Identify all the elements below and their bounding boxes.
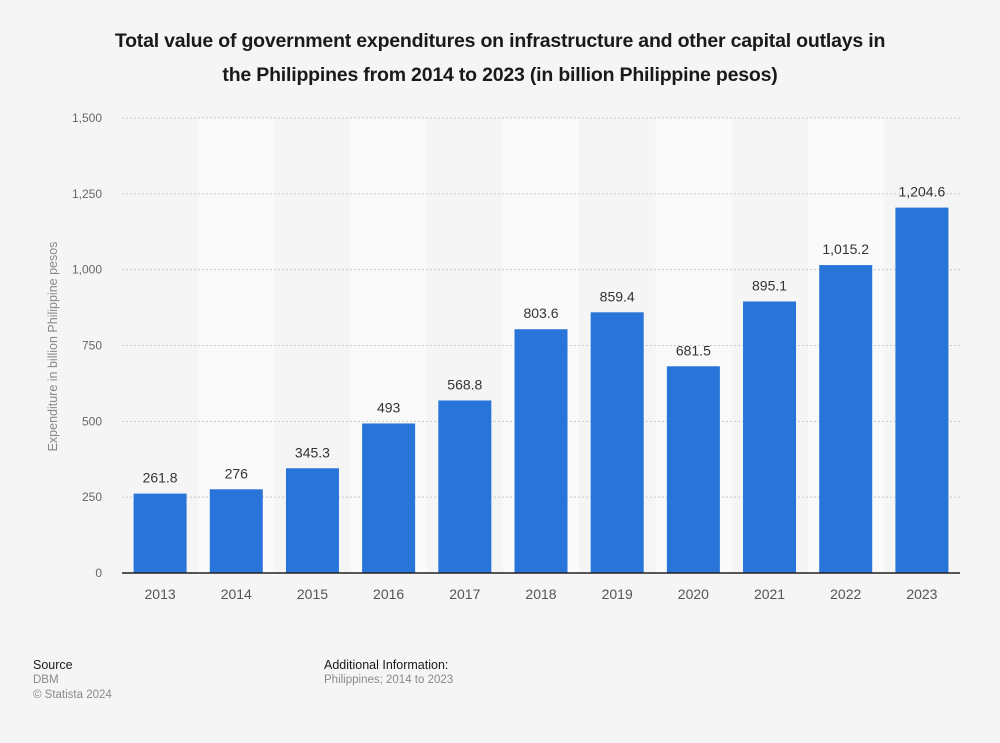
copyright-text: © Statista 2024: [33, 689, 112, 701]
source-name[interactable]: DBM: [33, 674, 59, 686]
additional-info-heading: Additional Information:: [324, 658, 449, 672]
bars: [133, 207, 949, 573]
y-axis-ticks: 0 250 500 750 1,000 1,250 1,500: [72, 111, 102, 580]
x-tick-label: 2023: [906, 586, 937, 602]
bar-2015[interactable]: [285, 468, 339, 573]
bar-2014[interactable]: [209, 489, 263, 573]
x-axis-ticks: 2013 2014 2015 2016 2017 2018 2019 2020 2021 2022…: [145, 586, 938, 602]
data-labels: 261.8 276 345.3 493 568.8 803.6 859.4 681.5 895.…: [143, 184, 946, 486]
additional-info-block: Additional Information: Philippines; 201…: [324, 658, 453, 688]
x-tick-label: 2018: [525, 586, 556, 602]
data-label: 859.4: [600, 288, 635, 304]
x-tick-label: 2013: [145, 586, 176, 602]
data-label: 895.1: [752, 277, 787, 293]
x-tick-label: 2017: [449, 586, 480, 602]
source-block: Source DBM © Statista 2024: [33, 658, 112, 703]
chart-title: Total value of government expenditures o…: [0, 24, 1000, 92]
y-tick-label: 1,250: [72, 187, 102, 201]
bar-2019[interactable]: [590, 312, 644, 573]
bar-2020[interactable]: [666, 366, 720, 573]
x-tick-label: 2020: [678, 586, 709, 602]
source-heading: Source: [33, 658, 73, 672]
additional-info-text: Philippines; 2014 to 2023: [324, 674, 454, 686]
chart-title-line-1: Total value of government expenditures o…: [114, 30, 886, 52]
data-label: 568.8: [447, 376, 482, 392]
data-label: 803.6: [523, 305, 558, 321]
bar-2013[interactable]: [133, 493, 187, 573]
bar-2023[interactable]: [895, 207, 949, 573]
data-label: 276: [225, 465, 249, 481]
y-tick-label: 500: [82, 414, 102, 428]
x-tick-label: 2014: [221, 586, 252, 602]
chart-title-line-2: the Philippines from 2014 to 2023 (in bi…: [222, 64, 778, 86]
bar-2018[interactable]: [514, 329, 568, 573]
y-tick-label: 0: [95, 566, 102, 580]
y-tick-label: 250: [82, 490, 102, 504]
x-tick-label: 2019: [602, 586, 633, 602]
data-label: 681.5: [676, 342, 711, 358]
y-axis-label: Expenditure in billion Philippine pesos: [46, 242, 60, 452]
data-label: 261.8: [143, 470, 178, 486]
bar-2021[interactable]: [743, 301, 797, 573]
y-tick-label: 1,000: [72, 263, 102, 277]
x-tick-label: 2016: [373, 586, 404, 602]
x-tick-label: 2015: [297, 586, 328, 602]
data-label: 345.3: [295, 444, 330, 460]
x-tick-label: 2022: [830, 586, 861, 602]
data-label: 1,015.2: [822, 241, 869, 257]
y-tick-label: 750: [82, 339, 102, 353]
x-tick-label: 2021: [754, 586, 785, 602]
bar-2017[interactable]: [438, 400, 492, 573]
bar-2016[interactable]: [362, 423, 416, 573]
bar-2022[interactable]: [819, 265, 873, 573]
y-tick-label: 1,500: [72, 111, 102, 125]
data-label: 1,204.6: [899, 184, 946, 200]
data-label: 493: [377, 399, 401, 415]
